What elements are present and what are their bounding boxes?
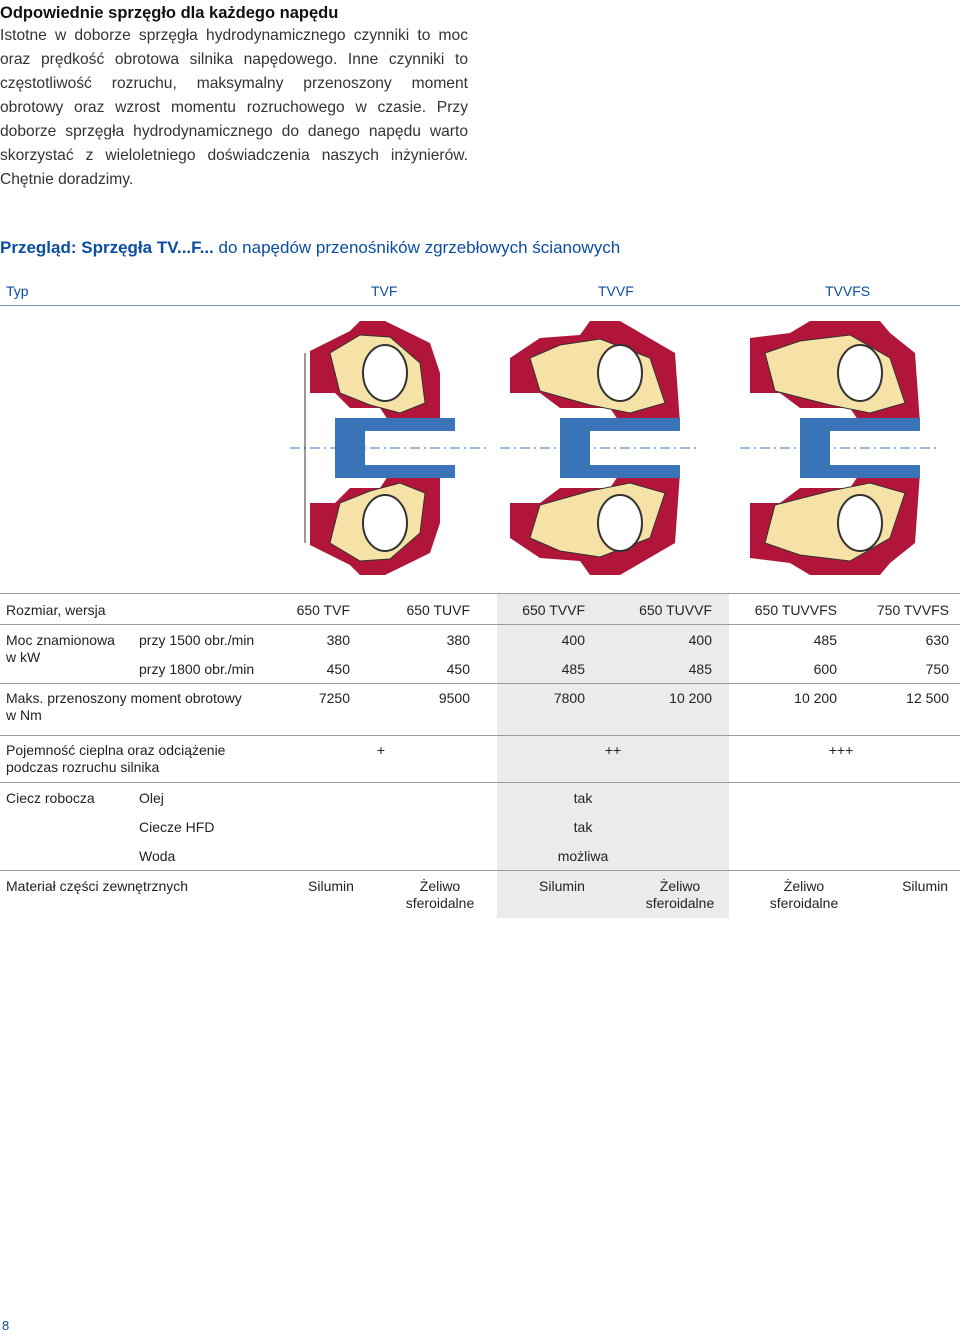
power-value: 485 — [688, 661, 712, 677]
power-value: 400 — [688, 632, 712, 648]
material-value: Żeliwo sferoidalne — [405, 878, 475, 911]
table-divider — [0, 735, 960, 736]
table-divider — [0, 624, 960, 625]
coupling-section-graphic — [290, 321, 490, 575]
power-value: 485 — [813, 632, 837, 648]
intro-paragraph: Istotne w doborze sprzęgła hydrodynamicz… — [0, 27, 468, 188]
power-sublabel: przy 1800 obr./min — [139, 661, 255, 677]
thermal-value: ++ — [604, 742, 622, 758]
table-divider — [0, 593, 960, 594]
fluid-label: Ciecz robocza — [6, 790, 95, 806]
fluid-sublabel: Woda — [139, 848, 176, 864]
table-divider — [0, 870, 960, 871]
power-value: 485 — [561, 661, 585, 677]
size-value: 650 TVF — [296, 602, 350, 618]
coupling-section-graphic — [500, 321, 700, 575]
section-title-bold: Przegląd: Sprzęgła TV...F... — [0, 238, 214, 257]
intro-block: Odpowiednie sprzęgło dla każdego napędu … — [0, 0, 468, 192]
thermal-value: + — [376, 742, 386, 758]
type-header-tvvfs: TVVFS — [825, 283, 871, 299]
power-value: 600 — [813, 661, 837, 677]
page-number: 8 — [2, 1318, 10, 1333]
torque-label: Maks. przenoszony moment obrotowy w Nm — [6, 690, 242, 723]
intro-title: Odpowiednie sprzęgło dla każdego napędu — [0, 4, 339, 22]
size-value: 650 TUVF — [406, 602, 470, 618]
torque-value: 9500 — [438, 690, 470, 706]
section-title: Przegląd: Sprzęgła TV...F... do napędów … — [0, 238, 620, 258]
power-value: 400 — [561, 632, 585, 648]
type-header-tvvf: TVVF — [598, 283, 634, 299]
type-header-label: Typ — [6, 283, 29, 299]
torque-value: 10 200 — [669, 690, 712, 706]
power-sublabel: przy 1500 obr./min — [139, 632, 255, 648]
tvf-coupling-drawing — [290, 321, 490, 575]
torque-value: 12 500 — [906, 690, 949, 706]
fluid-value: tak — [573, 819, 593, 835]
thermal-label: Pojemność cieplna oraz odciążenie podcza… — [6, 742, 226, 775]
material-value: Silumin — [539, 878, 585, 894]
torque-value: 7800 — [553, 690, 585, 706]
material-value: Silumin — [902, 878, 948, 894]
tvvf-coupling-drawing — [500, 321, 700, 575]
size-value: 650 TVVF — [522, 602, 585, 618]
section-title-rest: do napędów przenośników zgrzebłowych ści… — [213, 238, 621, 257]
fluid-value: tak — [573, 790, 593, 806]
material-value: Silumin — [308, 878, 354, 894]
tvvfs-coupling-drawing — [740, 321, 940, 575]
power-value: 380 — [446, 632, 470, 648]
table-divider — [0, 782, 960, 783]
coupling-section-graphic — [740, 321, 940, 575]
thermal-value: +++ — [828, 742, 854, 758]
power-label: Moc znamionowa w kW — [6, 632, 115, 665]
table-divider — [0, 683, 960, 684]
power-value: 450 — [326, 661, 350, 677]
power-value: 450 — [446, 661, 470, 677]
fluid-sublabel: Ciecze HFD — [139, 819, 215, 835]
size-value: 650 TUVVFS — [754, 602, 837, 618]
material-value: Żeliwo sferoidalne — [769, 878, 839, 911]
size-value: 650 TUVVF — [639, 602, 712, 618]
fluid-sublabel: Olej — [139, 790, 164, 806]
type-header-tvf: TVF — [371, 283, 398, 299]
torque-value: 7250 — [318, 690, 350, 706]
fluid-value: możliwa — [557, 848, 609, 864]
torque-value: 10 200 — [794, 690, 837, 706]
tvvf-column-shade — [497, 593, 729, 918]
type-header-row: Typ TVF TVVF TVVFS — [0, 279, 960, 306]
power-value: 380 — [326, 632, 350, 648]
size-value: 750 TVVFS — [876, 602, 949, 618]
power-value: 630 — [925, 632, 949, 648]
size-label: Rozmiar, wersja — [6, 602, 106, 618]
power-value: 750 — [925, 661, 949, 677]
material-value: Żeliwo sferoidalne — [645, 878, 715, 911]
material-label: Materiał części zewnętrznych — [6, 878, 189, 894]
